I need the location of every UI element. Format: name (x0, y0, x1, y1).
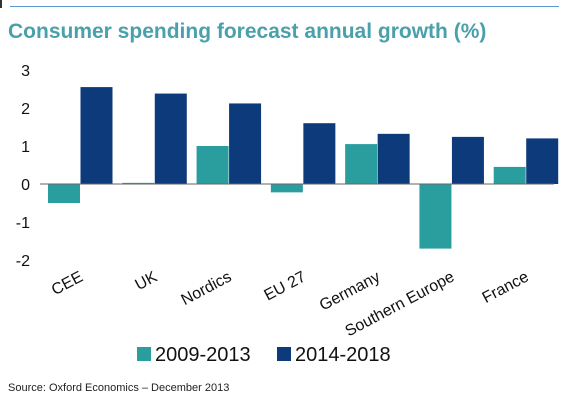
bar-2009-2013-nordics (196, 146, 229, 184)
x-tick-label: CEE (49, 269, 86, 299)
chart-title: Consumer spending forecast annual growth… (8, 20, 487, 43)
bar-2014-2018-france (526, 138, 559, 184)
source-note: Source: Oxford Economics – December 2013 (8, 382, 230, 394)
bar-2009-2013-germany (345, 144, 378, 184)
bar-2014-2018-cee (80, 87, 113, 184)
bar-2009-2013-eu-27 (270, 184, 303, 193)
y-tick-label: 1 (21, 139, 30, 156)
y-tick-label: 3 (21, 63, 30, 80)
legend-swatch-2009-2013 (137, 347, 151, 361)
x-tick-label: EU 27 (261, 268, 308, 304)
bar-2009-2013-uk (122, 182, 155, 184)
legend-label-2009-2013: 2009-2013 (155, 344, 251, 366)
x-tick-label: Germany (317, 269, 383, 315)
bar-2014-2018-nordics (229, 103, 262, 184)
legend-swatch-2014-2018 (277, 347, 291, 361)
x-tick-label: UK (133, 268, 161, 294)
legend-label-2014-2018: 2014-2018 (295, 344, 391, 366)
corner-mark (0, 0, 2, 8)
bar-2009-2013-france (493, 166, 526, 184)
bar-2014-2018-eu-27 (303, 123, 336, 184)
y-tick-label: 0 (21, 177, 30, 194)
y-tick-label: 2 (21, 101, 30, 118)
top-rule (10, 6, 559, 7)
bar-2014-2018-uk (154, 93, 187, 184)
x-tick-label: Nordics (179, 269, 235, 309)
bar-2009-2013-cee (48, 184, 80, 203)
bar-2009-2013-southern-europe (419, 184, 452, 249)
bar-2014-2018-southern-europe (451, 136, 484, 184)
bar-2014-2018-germany (377, 133, 410, 184)
y-tick-label: -1 (16, 215, 30, 232)
y-tick-label: -2 (16, 253, 30, 270)
x-tick-label: France (480, 268, 532, 306)
